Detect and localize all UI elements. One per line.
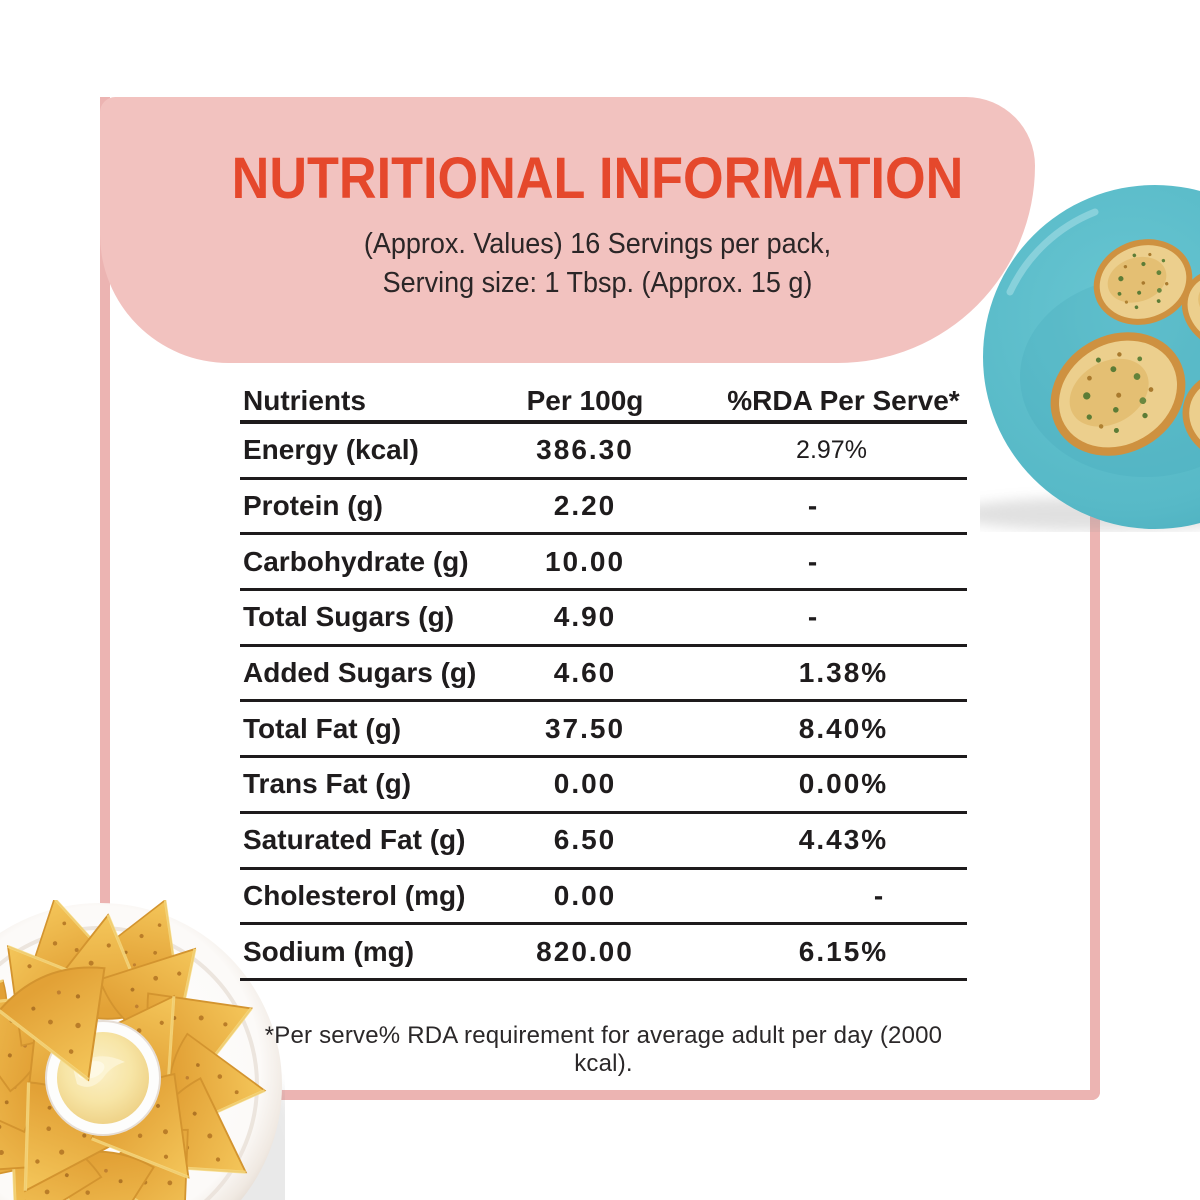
- rda-per-serve-value: 2.97%: [796, 435, 867, 464]
- pink-border-frame: [100, 97, 1100, 1100]
- nacho-chips-bowl-photo: [0, 900, 285, 1200]
- page-title: NUTRITIONAL INFORMATION: [231, 146, 964, 211]
- rda-per-serve-value: 8.40%: [798, 712, 889, 744]
- table-row: Added Sugars (g) 4.60 1.38%: [240, 647, 967, 703]
- table-row: Protein (g) 2.20 -: [240, 480, 967, 536]
- header-banner: NUTRITIONAL INFORMATION (Approx. Values)…: [100, 97, 1035, 363]
- nutrient-name: Trans Fat (g): [243, 768, 412, 800]
- nutrient-name: Carbohydrate (g): [243, 545, 469, 577]
- rda-per-serve-value: -: [807, 490, 820, 522]
- rda-per-serve-value: 4.43%: [798, 824, 889, 856]
- column-header-rda-per-serve: %RDA Per Serve*: [727, 385, 960, 416]
- table-row: Total Fat (g) 37.50 8.40%: [240, 702, 967, 759]
- rda-per-serve-value: 1.38%: [798, 657, 889, 689]
- table-row: Energy (kcal) 386.30 2.97%: [240, 424, 967, 480]
- per-100g-value: 0.00: [553, 879, 617, 911]
- nutrient-name: Sodium (mg): [243, 935, 415, 967]
- table-row: Saturated Fat (g) 6.50 4.43%: [240, 814, 967, 870]
- per-100g-value: 820.00: [536, 935, 634, 967]
- table-row: Total Sugars (g) 4.90 -: [240, 591, 967, 647]
- nutrient-name: Energy (kcal): [243, 434, 419, 466]
- rda-per-serve-value: 0.00%: [798, 768, 889, 800]
- rda-footnote: *Per serve% RDA requirement for average …: [264, 1022, 943, 1077]
- nutrient-name: Total Sugars (g): [243, 601, 455, 633]
- per-100g-value: 4.90: [553, 601, 617, 633]
- per-100g-value: 4.60: [553, 657, 617, 689]
- rda-per-serve-value: -: [873, 879, 886, 911]
- column-header-per-100g: Per 100g: [526, 385, 644, 416]
- per-100g-value: 37.50: [544, 712, 626, 744]
- nutrient-name: Cholesterol (mg): [243, 879, 466, 911]
- rda-per-serve-value: -: [807, 545, 820, 577]
- nutrient-name: Saturated Fat (g): [243, 824, 466, 856]
- rda-per-serve-value: -: [807, 601, 820, 633]
- nutrition-table: Nutrients Per 100g %RDA Per Serve* Energ…: [240, 382, 967, 981]
- nutrient-name: Added Sugars (g): [243, 657, 477, 689]
- per-100g-value: 2.20: [553, 490, 617, 522]
- per-100g-value: 0.00: [553, 768, 617, 800]
- nutrient-name: Total Fat (g): [243, 712, 402, 744]
- garlic-bread-plate-photo: [980, 185, 1200, 531]
- serving-info-line2: Serving size: 1 Tbsp. (Approx. 15 g): [382, 267, 813, 299]
- serving-info-line1: (Approx. Values) 16 Servings per pack,: [363, 228, 832, 260]
- per-100g-value: 386.30: [536, 434, 634, 466]
- per-100g-value: 6.50: [553, 824, 617, 856]
- table-header-row: Nutrients Per 100g %RDA Per Serve*: [240, 382, 967, 424]
- table-row: Cholesterol (mg) 0.00 -: [240, 870, 967, 926]
- table-row: Trans Fat (g) 0.00 0.00%: [240, 758, 967, 814]
- table-body: Energy (kcal) 386.30 2.97% Protein (g) 2…: [240, 424, 967, 981]
- rda-per-serve-value: 6.15%: [798, 935, 889, 967]
- per-100g-value: 10.00: [544, 545, 626, 577]
- column-header-nutrients: Nutrients: [243, 385, 366, 416]
- table-row: Carbohydrate (g) 10.00 -: [240, 535, 967, 592]
- nutrient-name: Protein (g): [243, 490, 383, 522]
- table-row: Sodium (mg) 820.00 6.15%: [240, 925, 967, 981]
